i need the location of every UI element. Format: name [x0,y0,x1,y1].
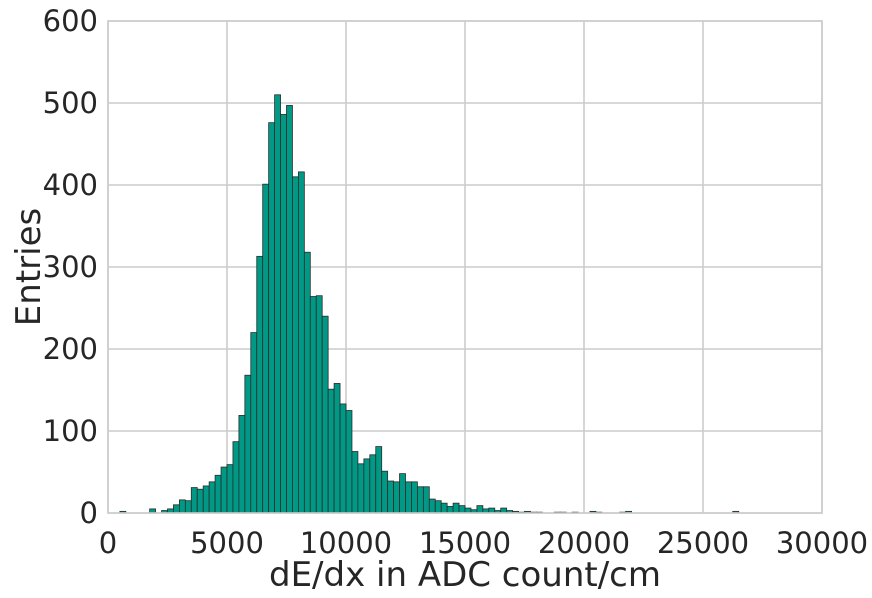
x-tick-label-5: 25000 [657,526,749,560]
histogram-bar [345,410,353,514]
histogram-bar [286,105,293,514]
histogram-bar [274,94,281,514]
histogram-bar [422,486,430,514]
histogram-bar [446,506,454,514]
x-tick-label-4: 20000 [538,526,630,560]
histogram-bar [226,464,234,514]
histogram-bar [381,470,389,514]
histogram-bar [202,485,210,514]
histogram-bar [375,446,383,514]
histogram-bar [256,255,264,514]
histogram-bar [238,415,246,514]
histogram-bar [303,251,311,514]
histogram-bar [369,454,377,514]
histogram-bar [333,383,341,514]
histogram-bar [173,504,180,514]
histogram-bar [440,502,448,514]
histogram-bar [405,481,412,514]
histogram-bar [327,388,335,514]
y-tick-label-2: 200 [43,332,98,366]
x-tick-label-1: 5000 [190,526,264,560]
histogram-bar [309,296,317,514]
y-tick-label-0: 0 [80,496,98,530]
y-tick-label-4: 400 [43,168,98,202]
x-tick-label-0: 0 [99,526,117,560]
histogram-bar [315,295,323,514]
histogram-bar [196,488,204,514]
y-tick-label-6: 600 [43,4,98,38]
histogram-bar [458,505,466,514]
y-tick-label-1: 100 [43,414,98,448]
histogram-bar [280,114,287,514]
y-tick-labels: 0 100 200 300 400 500 600 [43,4,98,530]
histogram-bar [321,315,329,514]
histogram-bar [262,183,270,514]
histogram-bar [434,500,442,514]
histogram-bar [268,122,275,514]
histogram-bar [214,474,222,514]
histogram-bar [178,499,186,514]
y-tick-label-5: 500 [43,86,98,120]
x-tick-label-2: 10000 [300,526,392,560]
histogram-bar [244,374,252,514]
histogram-bar [232,441,240,514]
histogram-bar [411,481,418,514]
histogram-bar [184,500,192,514]
histogram-bar [363,458,371,514]
histogram-bar [416,486,424,514]
histogram-bar [297,171,305,514]
x-axis-label: dE/dx in ADC count/cm [269,555,661,595]
y-tick-label-3: 300 [43,250,98,284]
x-tick-labels: 0 5000 10000 15000 20000 25000 30000 [99,526,868,560]
x-tick-label-3: 15000 [419,526,511,560]
histogram-bar [351,451,359,514]
grid [107,20,823,514]
histogram-bar [190,487,198,514]
histogram-bar [476,505,484,514]
histogram-bar [357,463,365,514]
histogram-bar [452,502,460,514]
histogram-bar [399,473,406,514]
histogram-bar [393,481,400,514]
histogram-bar [250,332,258,514]
histogram-bar [387,480,394,514]
histogram-bar [339,403,347,514]
histogram-bar [220,466,228,514]
x-tick-label-6: 30000 [776,526,868,560]
y-axis-label: Entries [9,208,49,326]
plot-frame [107,20,823,514]
histogram-bar [428,498,436,514]
histogram-bar [292,176,299,514]
histogram-bar [208,481,216,514]
histogram-bars [119,94,740,514]
